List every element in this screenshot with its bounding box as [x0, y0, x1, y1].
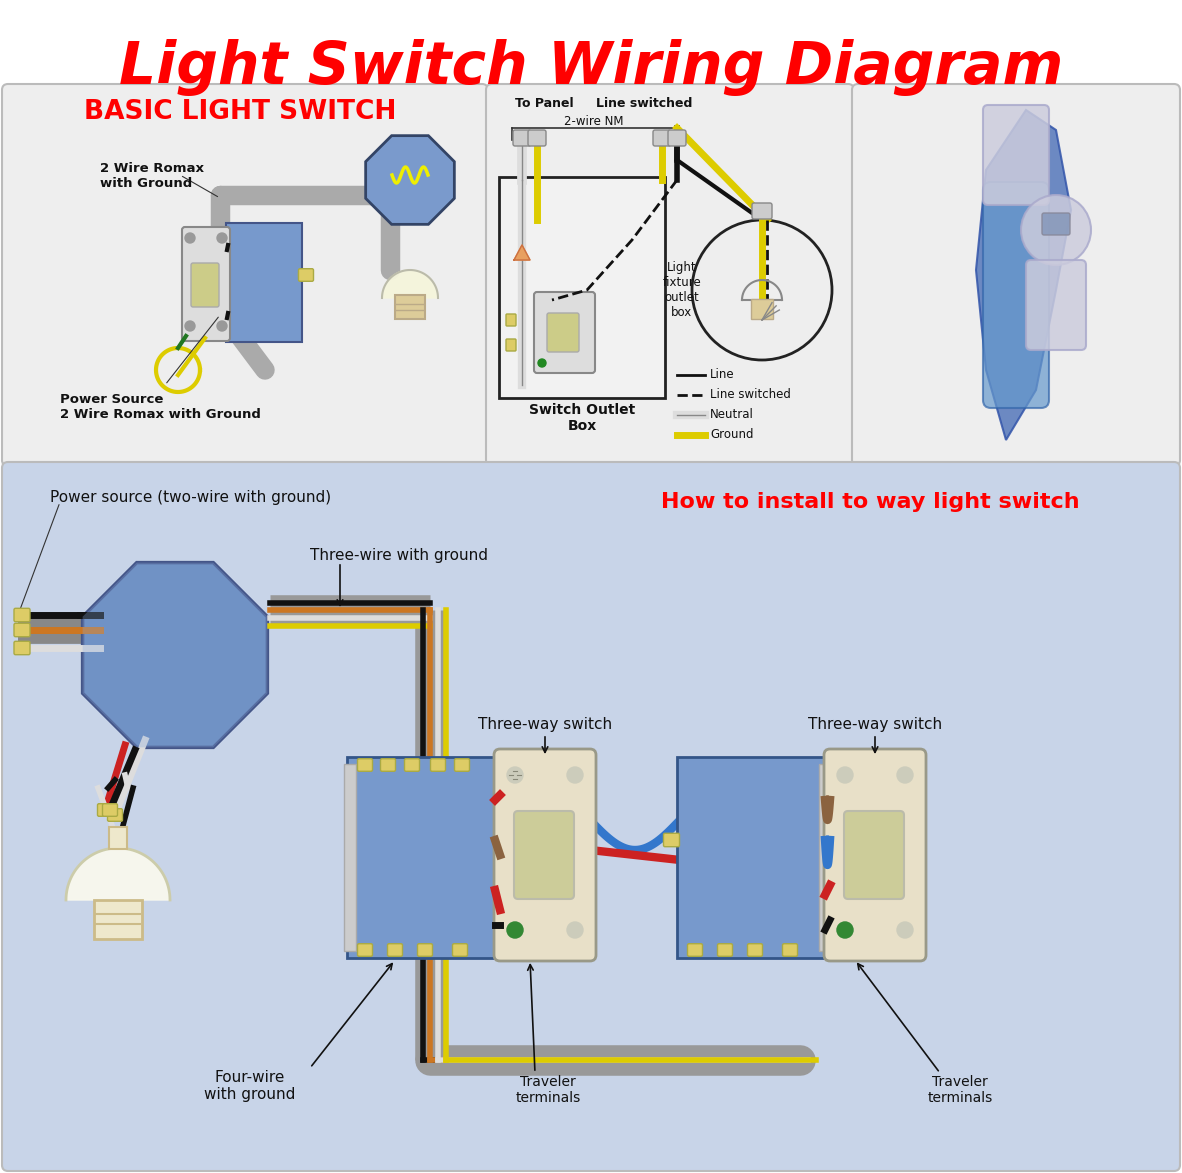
FancyBboxPatch shape [506, 314, 517, 326]
Circle shape [1021, 195, 1091, 265]
FancyBboxPatch shape [824, 750, 926, 961]
FancyBboxPatch shape [506, 339, 517, 351]
FancyBboxPatch shape [513, 130, 531, 145]
FancyBboxPatch shape [357, 944, 372, 956]
FancyBboxPatch shape [752, 203, 772, 219]
FancyBboxPatch shape [717, 944, 733, 956]
Text: Neutral: Neutral [710, 408, 754, 421]
Text: Ground: Ground [710, 428, 753, 441]
FancyBboxPatch shape [747, 944, 762, 956]
Text: How to install to way light switch: How to install to way light switch [661, 491, 1079, 511]
Text: Three-way switch: Three-way switch [808, 717, 942, 732]
Polygon shape [514, 245, 530, 260]
Text: 2-wire NM: 2-wire NM [564, 115, 624, 128]
FancyBboxPatch shape [97, 804, 112, 816]
Circle shape [837, 767, 853, 784]
FancyBboxPatch shape [404, 759, 420, 772]
Polygon shape [365, 136, 454, 224]
FancyBboxPatch shape [388, 944, 403, 956]
FancyBboxPatch shape [514, 811, 574, 899]
FancyBboxPatch shape [108, 808, 123, 821]
FancyBboxPatch shape [14, 623, 30, 637]
FancyBboxPatch shape [430, 759, 446, 772]
FancyBboxPatch shape [182, 228, 230, 341]
Text: 2 Wire Romax
with Ground: 2 Wire Romax with Ground [100, 162, 204, 190]
Text: Light Switch Wiring Diagram: Light Switch Wiring Diagram [119, 40, 1063, 96]
Text: Light
fixture
outlet
box: Light fixture outlet box [663, 262, 701, 319]
FancyBboxPatch shape [547, 313, 579, 352]
Polygon shape [83, 563, 267, 747]
FancyBboxPatch shape [819, 764, 831, 951]
FancyBboxPatch shape [486, 84, 855, 466]
FancyBboxPatch shape [751, 299, 773, 319]
FancyBboxPatch shape [983, 106, 1048, 205]
Text: Three-wire with ground: Three-wire with ground [310, 548, 488, 563]
FancyBboxPatch shape [852, 84, 1180, 466]
FancyBboxPatch shape [1026, 260, 1086, 350]
Circle shape [538, 359, 546, 367]
FancyBboxPatch shape [395, 294, 426, 319]
Circle shape [186, 233, 195, 243]
FancyBboxPatch shape [14, 642, 30, 655]
FancyBboxPatch shape [455, 759, 469, 772]
FancyBboxPatch shape [668, 130, 686, 145]
FancyBboxPatch shape [191, 263, 219, 307]
Polygon shape [976, 110, 1071, 440]
Circle shape [567, 767, 583, 784]
Text: Line switched: Line switched [596, 97, 693, 110]
Circle shape [897, 922, 913, 938]
FancyBboxPatch shape [95, 900, 142, 940]
FancyBboxPatch shape [534, 292, 595, 373]
FancyBboxPatch shape [417, 944, 433, 956]
FancyBboxPatch shape [109, 827, 126, 849]
FancyBboxPatch shape [299, 269, 313, 282]
FancyBboxPatch shape [983, 182, 1048, 408]
Circle shape [837, 922, 853, 938]
Text: Power source (two-wire with ground): Power source (two-wire with ground) [50, 490, 331, 506]
FancyBboxPatch shape [688, 944, 702, 956]
FancyBboxPatch shape [528, 130, 546, 145]
FancyBboxPatch shape [677, 757, 829, 958]
Circle shape [186, 321, 195, 331]
FancyBboxPatch shape [663, 833, 680, 847]
FancyBboxPatch shape [499, 177, 665, 398]
Circle shape [507, 922, 522, 938]
Circle shape [507, 767, 522, 784]
Circle shape [217, 233, 227, 243]
Text: Traveler
terminals: Traveler terminals [515, 1074, 580, 1105]
FancyBboxPatch shape [2, 462, 1180, 1171]
Circle shape [217, 321, 227, 331]
Text: Line switched: Line switched [710, 388, 791, 401]
FancyBboxPatch shape [103, 804, 117, 816]
FancyBboxPatch shape [357, 759, 372, 772]
FancyBboxPatch shape [348, 757, 498, 958]
FancyBboxPatch shape [652, 130, 671, 145]
FancyBboxPatch shape [2, 84, 488, 466]
Polygon shape [83, 563, 267, 747]
Text: Four-wire
with ground: Four-wire with ground [204, 1070, 296, 1103]
Circle shape [837, 922, 853, 938]
FancyBboxPatch shape [381, 759, 396, 772]
Text: Switch Outlet
Box: Switch Outlet Box [528, 404, 635, 433]
FancyBboxPatch shape [14, 609, 30, 622]
Polygon shape [66, 848, 170, 900]
FancyBboxPatch shape [844, 811, 904, 899]
Text: Line: Line [710, 368, 735, 381]
Text: BASIC LIGHT SWITCH: BASIC LIGHT SWITCH [84, 99, 396, 126]
Text: Power Source
2 Wire Romax with Ground: Power Source 2 Wire Romax with Ground [60, 393, 261, 421]
Circle shape [567, 922, 583, 938]
FancyBboxPatch shape [344, 764, 356, 951]
FancyBboxPatch shape [226, 223, 301, 343]
Polygon shape [382, 270, 439, 298]
FancyBboxPatch shape [453, 944, 468, 956]
FancyBboxPatch shape [1043, 213, 1070, 235]
Text: To Panel: To Panel [514, 97, 573, 110]
Text: Traveler
terminals: Traveler terminals [928, 1074, 993, 1105]
FancyBboxPatch shape [494, 750, 596, 961]
FancyBboxPatch shape [782, 944, 798, 956]
Circle shape [897, 767, 913, 784]
Circle shape [507, 922, 522, 938]
Text: Three-way switch: Three-way switch [478, 717, 612, 732]
